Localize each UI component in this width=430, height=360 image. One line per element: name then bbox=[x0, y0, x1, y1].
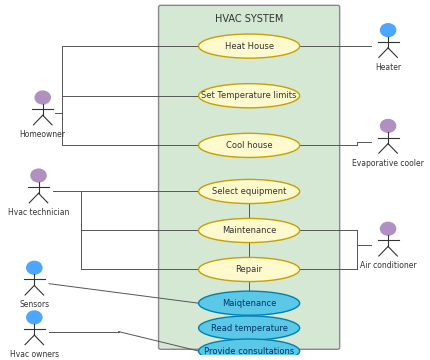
Text: HVAC SYSTEM: HVAC SYSTEM bbox=[215, 14, 283, 24]
Text: Maintenance: Maintenance bbox=[221, 226, 276, 235]
Text: Heater: Heater bbox=[374, 63, 400, 72]
Text: Repair: Repair bbox=[235, 265, 262, 274]
FancyBboxPatch shape bbox=[158, 5, 339, 349]
Circle shape bbox=[27, 311, 42, 324]
Circle shape bbox=[35, 91, 50, 104]
Text: Provide consultations: Provide consultations bbox=[203, 347, 294, 356]
Text: Hvac technician: Hvac technician bbox=[8, 208, 69, 217]
Ellipse shape bbox=[198, 257, 299, 282]
Text: Read temperature: Read temperature bbox=[210, 324, 287, 333]
Ellipse shape bbox=[198, 219, 299, 243]
Ellipse shape bbox=[198, 133, 299, 157]
Text: Air conditioner: Air conditioner bbox=[359, 261, 415, 270]
Circle shape bbox=[380, 120, 395, 132]
Ellipse shape bbox=[198, 84, 299, 108]
Text: Evaporative cooler: Evaporative cooler bbox=[351, 158, 423, 167]
Text: Sensors: Sensors bbox=[19, 300, 49, 309]
Ellipse shape bbox=[198, 179, 299, 203]
Circle shape bbox=[380, 222, 395, 235]
Text: Heat House: Heat House bbox=[224, 42, 273, 51]
Circle shape bbox=[31, 169, 46, 182]
Text: Set Temperature limits: Set Temperature limits bbox=[201, 91, 296, 100]
Ellipse shape bbox=[198, 339, 299, 360]
Text: Homeowner: Homeowner bbox=[20, 130, 66, 139]
Text: Select equipment: Select equipment bbox=[212, 187, 286, 196]
Text: Maiqtenance: Maiqtenance bbox=[221, 299, 276, 308]
Ellipse shape bbox=[198, 316, 299, 340]
Text: Hvac owners: Hvac owners bbox=[10, 350, 59, 359]
Ellipse shape bbox=[198, 291, 299, 315]
Circle shape bbox=[380, 24, 395, 36]
Circle shape bbox=[27, 261, 42, 274]
Text: Cool house: Cool house bbox=[225, 141, 272, 150]
Ellipse shape bbox=[198, 34, 299, 58]
